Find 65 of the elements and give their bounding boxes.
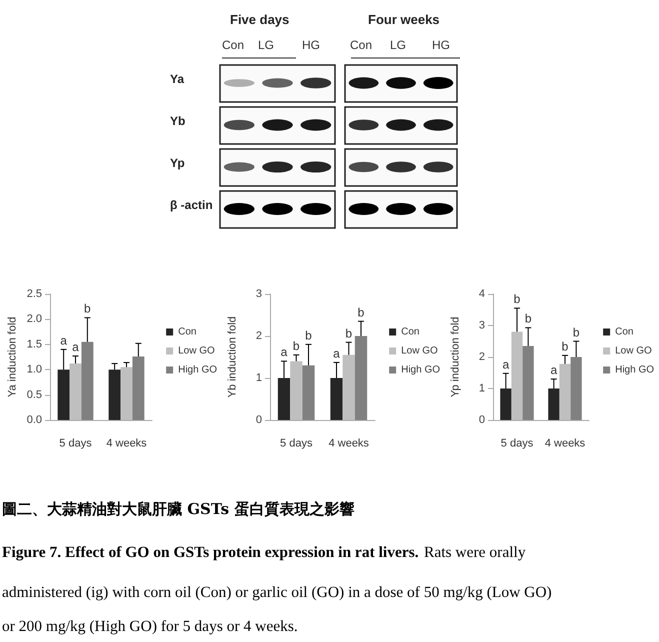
text: Con [222,38,244,52]
x-tick-label: 5 days [280,438,313,450]
x-tick-label: 5 days [500,438,534,450]
y-tick-label: 2 [256,330,262,342]
legend-label: Con [615,326,634,338]
data-label: a [333,346,340,360]
y-axis-title: Ya induction fold [6,316,18,398]
legend-label: High GO [178,364,218,376]
text: Ya [170,72,184,86]
text: LG [390,38,406,52]
y-axis-title: Yb induction fold [226,316,238,398]
y-tick-label: 1.5 [26,338,42,350]
data-label: a [72,340,80,354]
text: or 200 mg/kg (High GO) for 5 days or 4 weeks. [2,618,298,636]
text: 圖二、大蒜精油對大鼠肝臟 GSTs 蛋白質表現之影響 [2,500,354,519]
text: Yb [170,114,186,128]
data-label: b [562,339,569,354]
y-tick-label: 3 [256,288,262,300]
x-tick-label: 4 weeks [106,438,148,450]
y-tick-label: 2 [478,351,485,363]
data-label: a [550,363,558,378]
y-tick-label: 0.5 [26,388,42,401]
text: HG [302,38,320,52]
text: Five days [230,12,290,27]
caption: Figure 7. Effect of GO on GSTs protein expression in rat livers. [2,544,419,562]
legend-label: Low GO [178,346,215,356]
x-tick-label: 5 days [59,438,92,450]
data-label: b [358,305,365,320]
text: LG [258,38,274,52]
y-tick-label: 1 [478,382,485,394]
text: Rats were orally [424,544,526,562]
text: Four weeks [368,12,440,27]
legend-label: High GO [615,364,654,376]
text: HG [432,38,450,52]
data-label: b [84,302,92,316]
text: Yp [170,156,185,170]
data-label: b [305,328,312,342]
data-label: a [502,357,510,372]
legend-label: Con [401,326,420,338]
y-axis-title: Yp induction fold [450,316,462,398]
y-tick-label: 1 [256,372,262,384]
y-tick-label: 0 [478,414,485,426]
y-tick-label: 0.0 [26,414,42,426]
data-label: b [292,338,300,353]
data-label: b [572,325,580,340]
y-tick-label: 2.5 [26,288,42,300]
y-tick-label: 0 [256,414,262,426]
legend-label: Low GO [615,346,652,356]
data-label: a [60,333,68,348]
text: β -actin [170,198,213,212]
x-tick-label: 4 weeks [544,438,586,450]
data-label: a [280,345,288,360]
x-tick-label: 4 weeks [328,438,370,450]
data-label: b [524,312,532,326]
y-tick-label: 2.0 [26,313,42,326]
data-label: b [345,326,352,340]
y-tick-label: 1.0 [26,364,42,376]
y-tick-label: 4 [478,288,485,300]
text: administered (ig) with corn oil (Con) or garlic oil (GO) in a dose of 50 mg/kg (Low GO) [2,584,552,602]
text: Con [350,38,372,52]
legend-label: High GO [401,364,440,376]
data-label: b [514,292,521,306]
y-tick-label: 3 [478,320,485,332]
legend-label: Low GO [401,346,438,356]
legend-label: Con [178,326,196,338]
